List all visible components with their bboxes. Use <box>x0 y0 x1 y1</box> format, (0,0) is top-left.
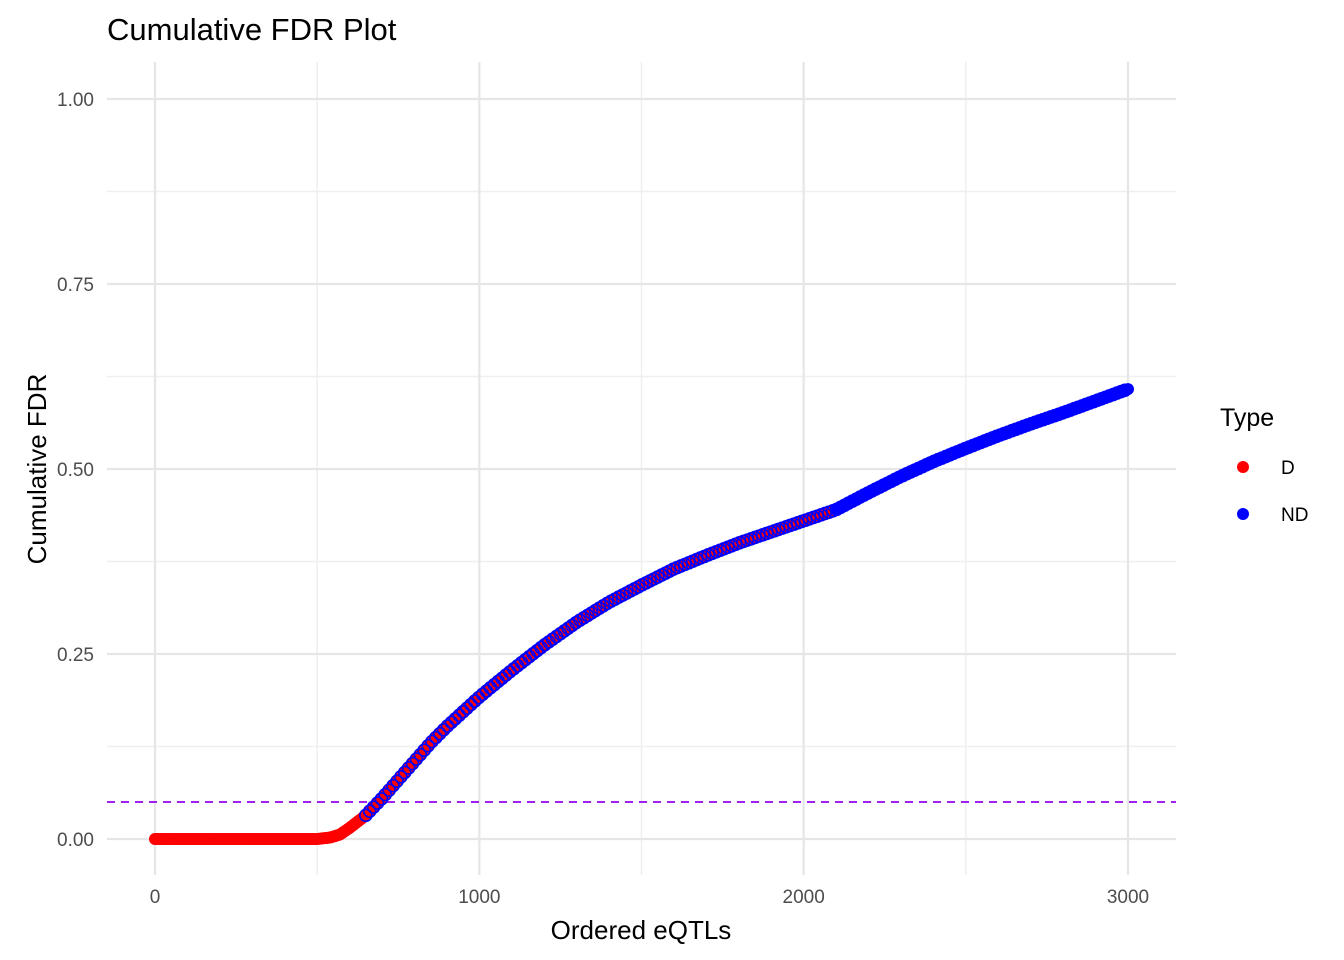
legend-label-d: D <box>1281 458 1295 479</box>
x-tick-label: 1000 <box>458 887 500 908</box>
point-nd <box>374 792 389 806</box>
point-nd <box>390 774 404 789</box>
chart-title: Cumulative FDR Plot <box>107 12 397 47</box>
point-nd <box>456 704 470 719</box>
legend: Type D ND <box>1220 404 1308 526</box>
y-tick-label: 0.50 <box>57 460 94 481</box>
y-tick-label: 0.00 <box>57 830 94 851</box>
point-nd <box>413 747 428 762</box>
point-nd <box>460 701 474 715</box>
grid-lines <box>107 62 1176 875</box>
point-nd <box>409 752 424 766</box>
point-nd <box>386 778 400 793</box>
y-tick-label: 1.00 <box>57 90 94 111</box>
point-nd <box>467 694 482 708</box>
point-nd <box>370 796 385 810</box>
y-tick-label: 0.25 <box>57 645 94 666</box>
x-tick-label: 0 <box>150 887 161 908</box>
point-nd <box>440 719 455 733</box>
y-axis-title: Cumulative FDR <box>22 374 52 565</box>
point-nd <box>1122 383 1134 396</box>
point-nd <box>452 708 467 723</box>
point-nd <box>432 726 447 741</box>
point-nd <box>359 808 373 823</box>
point-nd <box>444 715 459 730</box>
point-nd <box>436 722 451 737</box>
axis-ticks: 0 1000 2000 3000 0.00 0.25 0.50 0.75 1.00 <box>57 90 1149 908</box>
point-nd <box>394 770 408 784</box>
point-nd <box>417 743 431 758</box>
point-nd <box>448 712 463 726</box>
point-nd <box>425 734 439 749</box>
legend-label-nd: ND <box>1281 505 1308 526</box>
legend-key-d <box>1237 461 1249 473</box>
point-nd <box>397 765 412 780</box>
point-nd <box>464 697 478 712</box>
legend-title: Type <box>1220 404 1274 432</box>
point-nd <box>421 738 435 753</box>
point-nd <box>382 783 396 797</box>
y-tick-label: 0.75 <box>57 275 94 296</box>
legend-key-nd <box>1237 508 1249 520</box>
point-nd <box>429 730 443 745</box>
x-tick-label: 3000 <box>1107 887 1149 908</box>
point-nd <box>378 787 393 802</box>
x-tick-label: 2000 <box>783 887 825 908</box>
point-nd <box>401 761 416 775</box>
x-axis-title: Ordered eQTLs <box>551 915 732 945</box>
data-points <box>149 383 1134 845</box>
point-nd <box>362 804 377 819</box>
point-nd <box>366 800 381 814</box>
point-nd <box>405 756 420 771</box>
